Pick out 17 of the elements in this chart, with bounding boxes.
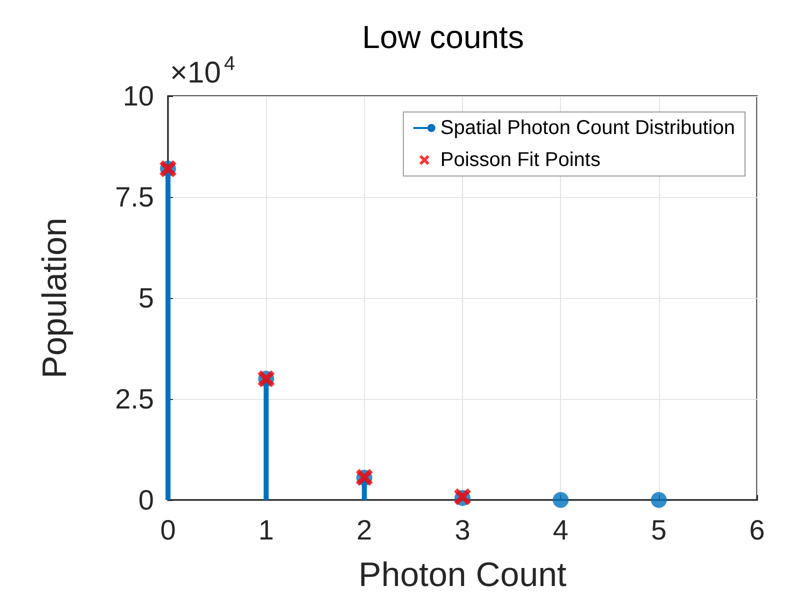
legend-label: Spatial Photon Count Distribution xyxy=(440,117,736,139)
y-tick-label: 2.5 xyxy=(115,384,154,414)
y-tick-label: 7.5 xyxy=(115,182,154,212)
x-tick-label: 2 xyxy=(356,514,372,546)
x-tick-label: 1 xyxy=(258,514,274,546)
x-tick-label: 6 xyxy=(749,514,765,546)
x-tick-label: 4 xyxy=(552,514,568,546)
y-tick-label: 5 xyxy=(138,282,154,314)
x-axis-title: Photon Count xyxy=(358,556,568,594)
x-tick-label: 0 xyxy=(160,514,176,546)
chart-title: Low counts xyxy=(362,19,524,55)
legend-label: Poisson Fit Points xyxy=(440,149,600,171)
x-tick-label: 3 xyxy=(454,514,470,546)
y-tick-label: 10 xyxy=(122,80,154,112)
x-tick-label: 5 xyxy=(651,514,667,546)
y-tick-label: 0 xyxy=(138,484,154,516)
y-axis-title: Population xyxy=(36,218,74,378)
